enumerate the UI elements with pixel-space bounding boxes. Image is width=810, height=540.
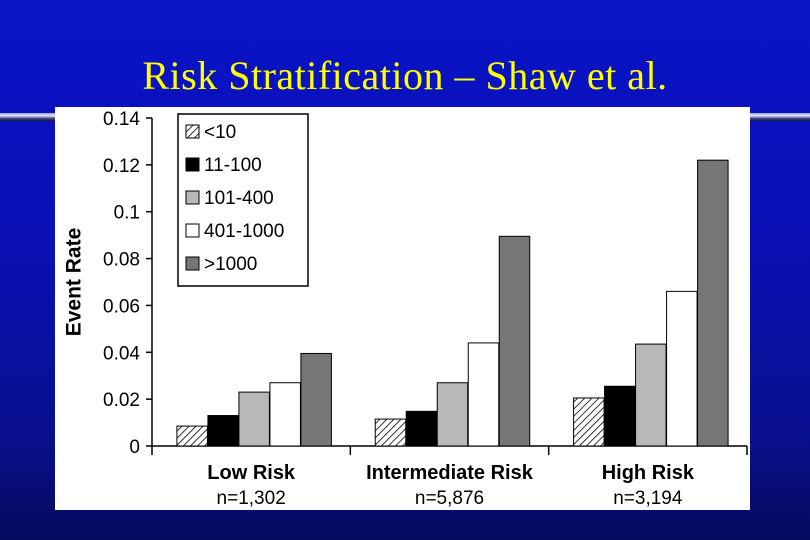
bar-chart: 0 0.02 0.04 0.06 0.08 0.1 0.12 0.14 Event Rate <… <box>62 109 748 509</box>
bar-2-0 <box>573 397 605 447</box>
y-tick-label: 0.02 <box>103 390 140 411</box>
x-category-sublabel: n=3,194 <box>613 488 683 509</box>
bar-1-4 <box>498 235 531 447</box>
bar-0-0 <box>176 425 208 447</box>
bar-0-1 <box>207 415 239 447</box>
x-category-label: Low Risk <box>207 462 296 484</box>
y-tick-label: 0.08 <box>103 250 140 271</box>
legend-label: 401-1000 <box>204 221 284 242</box>
title-rule-right <box>745 113 810 121</box>
legend-swatch <box>185 124 200 139</box>
bar-2-3 <box>666 290 698 447</box>
y-axis-title: Event Rate <box>62 228 85 337</box>
x-category-sublabel: n=5,876 <box>415 488 484 509</box>
bar-0-2 <box>238 391 270 447</box>
bar-0-4 <box>300 352 332 447</box>
bar-1-0 <box>374 418 407 447</box>
legend-swatch <box>185 256 200 271</box>
y-tick-label: 0 <box>129 437 140 458</box>
bar-1-1 <box>405 410 438 447</box>
y-tick-label: 0.14 <box>103 109 140 130</box>
title-rule-left <box>0 113 60 121</box>
slide-title: Risk Stratification – Shaw et al. <box>142 53 668 98</box>
x-category-sublabel: n=1,302 <box>217 488 286 509</box>
legend-label: <10 <box>204 122 236 143</box>
y-tick-label: 0.04 <box>103 343 140 364</box>
y-tick-label: 0.1 <box>114 203 140 224</box>
legend-label: 101-400 <box>204 188 274 209</box>
legend-swatch <box>185 157 200 172</box>
legend-swatch <box>185 190 200 205</box>
bar-1-2 <box>436 382 469 447</box>
legend-swatch <box>185 223 200 238</box>
legend-label: >1000 <box>204 254 257 275</box>
bar-2-4 <box>697 159 729 447</box>
bar-2-2 <box>635 343 667 447</box>
x-category-label: Intermediate Risk <box>366 462 534 484</box>
bar-0-3 <box>269 382 301 447</box>
x-category-label: High Risk <box>602 462 695 484</box>
bar-1-3 <box>467 342 500 447</box>
chart-panel: 0 0.02 0.04 0.06 0.08 0.1 0.12 0.14 Event Rate <… <box>55 107 750 510</box>
bar-2-1 <box>604 385 636 447</box>
legend-label: 11-100 <box>204 155 262 176</box>
legend-box <box>177 113 309 287</box>
y-tick-label: 0.12 <box>103 156 140 177</box>
y-tick-label: 0.06 <box>103 296 140 317</box>
